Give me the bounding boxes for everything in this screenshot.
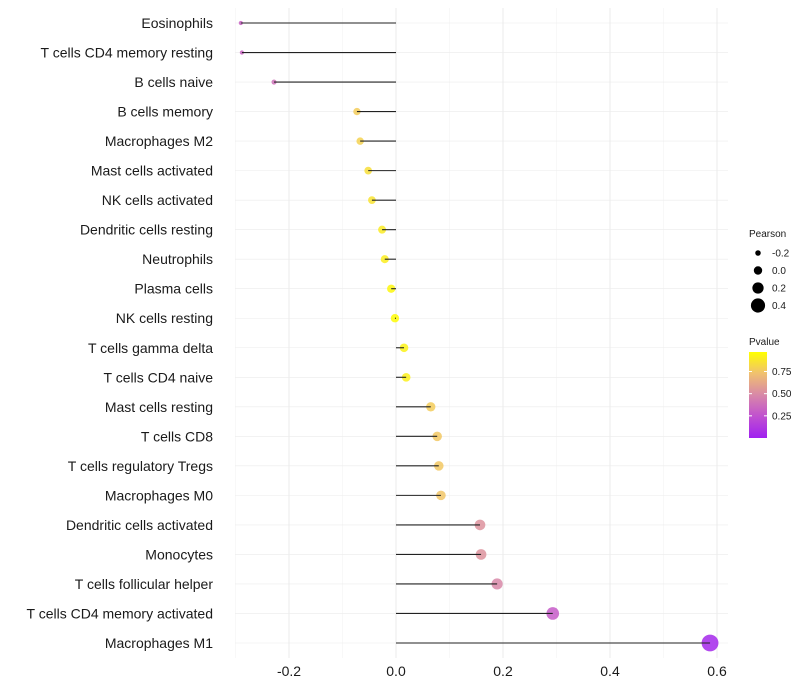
category-label: Dendritic cells resting [80, 222, 213, 238]
size-legend-label: 0.0 [772, 266, 786, 277]
marks [238, 20, 719, 652]
category-label: Macrophages M2 [105, 133, 213, 149]
category-label: NK cells activated [102, 192, 213, 208]
x-tick-label: 0.6 [707, 663, 727, 679]
color-legend-label: 0.25 [772, 411, 792, 422]
x-ticks: -0.2 0.0 0.2 0.4 0.6 [277, 663, 727, 679]
grid [235, 8, 728, 658]
size-legend-dot [755, 250, 761, 256]
size-legend-label: 0.4 [772, 301, 786, 312]
category-label: T cells CD8 [141, 428, 213, 444]
size-legend-dot [750, 298, 766, 313]
category-label: Monocytes [145, 546, 213, 562]
size-legend-title: Pearson [749, 229, 786, 240]
size-legend-dot [752, 282, 764, 294]
color-legend-label: 0.75 [772, 367, 792, 378]
lollipop-point [239, 50, 245, 55]
category-label: Macrophages M0 [105, 487, 213, 503]
category-label: Macrophages M1 [105, 635, 213, 651]
x-tick-label: 0.2 [493, 663, 513, 679]
color-bar [749, 352, 767, 438]
category-label: Neutrophils [142, 251, 213, 267]
category-label: B cells naive [134, 74, 213, 90]
category-label: Mast cells activated [91, 163, 213, 179]
category-label: Plasma cells [134, 281, 213, 297]
color-legend-title: Pvalue [749, 337, 780, 348]
category-label: T cells CD4 memory activated [27, 605, 213, 621]
category-label: T cells CD4 naive [104, 369, 214, 385]
x-tick-label: 0.0 [386, 663, 406, 679]
category-label: B cells memory [117, 104, 213, 120]
size-legend-label: -0.2 [772, 249, 790, 260]
category-label: T cells CD4 memory resting [41, 45, 213, 61]
color-legend-label: 0.50 [772, 389, 792, 400]
legend: Pearson -0.2 0.0 0.2 0.4 Pvalue 0.75 0.50 0.2… [749, 229, 792, 438]
category-labels: Eosinophils T cells CD4 memory resting B c… [27, 15, 214, 651]
category-label: NK cells resting [116, 310, 213, 326]
category-label: T cells gamma delta [88, 340, 213, 356]
category-label: Dendritic cells activated [66, 517, 213, 533]
category-label: Mast cells resting [105, 399, 213, 415]
lollipop-point [401, 372, 411, 382]
x-tick-label: -0.2 [277, 663, 301, 679]
size-legend-dot [753, 266, 763, 275]
category-label: T cells regulatory Tregs [68, 458, 213, 474]
category-label: T cells follicular helper [75, 576, 214, 592]
category-label: Eosinophils [141, 15, 213, 31]
x-tick-label: 0.4 [600, 663, 620, 679]
lollipop-point [271, 79, 277, 85]
size-legend-label: 0.2 [772, 284, 786, 295]
